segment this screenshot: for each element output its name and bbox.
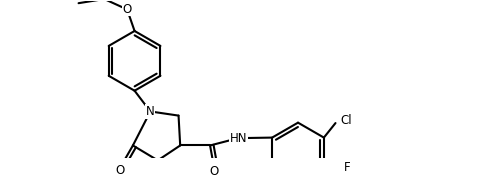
Text: N: N xyxy=(145,105,154,118)
Text: O: O xyxy=(116,164,125,177)
Text: O: O xyxy=(122,3,131,16)
Text: F: F xyxy=(343,161,350,174)
Text: HN: HN xyxy=(229,132,246,144)
Text: O: O xyxy=(209,165,219,177)
Text: Cl: Cl xyxy=(340,115,351,127)
